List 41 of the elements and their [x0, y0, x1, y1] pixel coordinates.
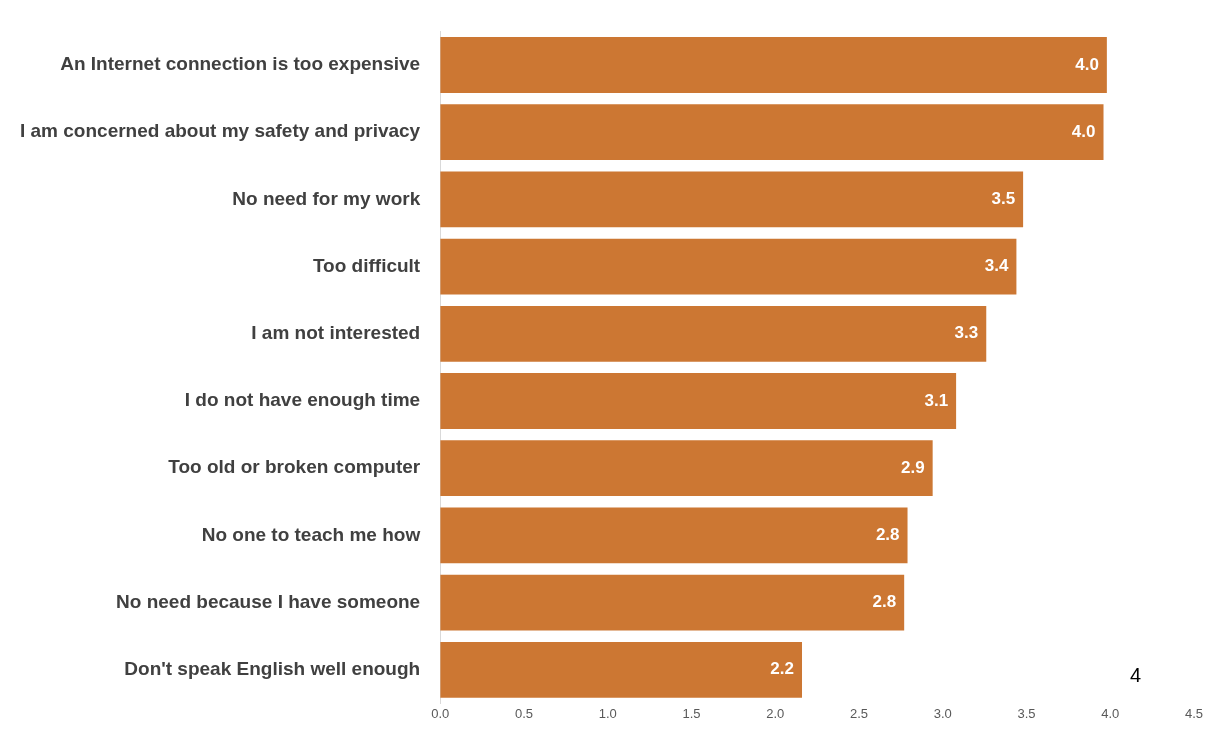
- x-tick-label: 2.0: [766, 705, 785, 721]
- x-tick-label: 2.5: [849, 705, 868, 721]
- data-label: 3.4: [984, 256, 1009, 276]
- data-label: 4.0: [1075, 54, 1099, 74]
- bar: [440, 507, 908, 564]
- x-tick-label: 0.5: [514, 705, 533, 721]
- y-tick-label: Don't speak English well enough: [124, 658, 421, 680]
- y-tick-label: Too old or broken computer: [168, 456, 421, 478]
- y-tick-label: No need for my work: [232, 187, 421, 209]
- y-tick-label: I am concerned about my safety and privacy: [19, 120, 421, 142]
- y-tick-label: No one to teach me how: [201, 523, 421, 545]
- data-label: 2.8: [872, 592, 897, 612]
- bar: [440, 37, 1107, 93]
- bar: [440, 373, 957, 429]
- bar: [440, 238, 1017, 295]
- bar: [440, 440, 933, 497]
- x-tick-label: 0.0: [431, 705, 450, 721]
- y-tick-label: I am not interested: [251, 322, 421, 344]
- x-tick-label: 3.0: [933, 705, 952, 721]
- x-tick-label: 4.5: [1184, 705, 1203, 721]
- bar: [440, 171, 1024, 228]
- data-label: 2.2: [770, 659, 795, 679]
- x-tick-label: 1.0: [598, 705, 617, 721]
- x-tick-label: 4.0: [1101, 705, 1120, 721]
- data-label: 2.8: [875, 525, 900, 545]
- y-tick-label: Too difficult: [312, 254, 421, 276]
- bar: [440, 641, 803, 698]
- y-tick-label: I do not have enough time: [184, 389, 421, 411]
- data-label: 2.9: [901, 457, 925, 477]
- bar: [440, 574, 905, 631]
- data-label: 3.3: [954, 323, 979, 343]
- bar: [440, 305, 987, 362]
- data-label: 3.1: [924, 390, 949, 410]
- annotation: 4: [1130, 664, 1142, 687]
- y-tick-label: An Internet connection is too expensive: [60, 53, 421, 75]
- y-tick-label: No need because I have someone: [116, 590, 421, 612]
- x-tick-label: 3.5: [1017, 705, 1036, 721]
- data-label: 4.0: [1071, 121, 1096, 141]
- bar: [440, 104, 1104, 161]
- data-label: 3.5: [991, 189, 1016, 209]
- x-tick-label: 1.5: [682, 705, 701, 721]
